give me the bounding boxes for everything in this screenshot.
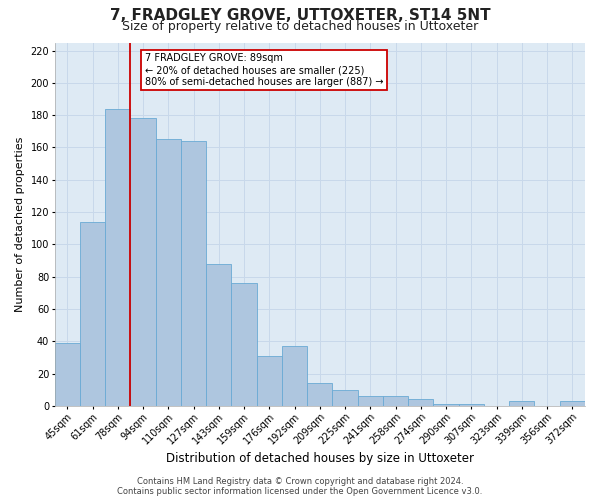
Bar <box>282 346 307 406</box>
Text: 7 FRADGLEY GROVE: 89sqm
← 20% of detached houses are smaller (225)
80% of semi-d: 7 FRADGLEY GROVE: 89sqm ← 20% of detache… <box>145 54 383 86</box>
Bar <box>130 118 156 406</box>
Bar <box>459 404 484 406</box>
Bar <box>156 140 181 406</box>
Bar <box>257 356 282 406</box>
Text: Contains HM Land Registry data © Crown copyright and database right 2024.
Contai: Contains HM Land Registry data © Crown c… <box>118 476 482 496</box>
Bar <box>433 404 459 406</box>
Bar <box>206 264 232 406</box>
Bar <box>358 396 383 406</box>
Bar <box>80 222 105 406</box>
Bar <box>408 400 433 406</box>
X-axis label: Distribution of detached houses by size in Uttoxeter: Distribution of detached houses by size … <box>166 452 474 465</box>
Bar <box>332 390 358 406</box>
Bar <box>181 141 206 406</box>
Bar <box>560 401 585 406</box>
Bar <box>509 401 535 406</box>
Text: Size of property relative to detached houses in Uttoxeter: Size of property relative to detached ho… <box>122 20 478 33</box>
Bar <box>105 108 130 406</box>
Text: 7, FRADGLEY GROVE, UTTOXETER, ST14 5NT: 7, FRADGLEY GROVE, UTTOXETER, ST14 5NT <box>110 8 490 22</box>
Y-axis label: Number of detached properties: Number of detached properties <box>15 136 25 312</box>
Bar <box>232 283 257 406</box>
Bar <box>383 396 408 406</box>
Bar <box>55 343 80 406</box>
Bar <box>307 384 332 406</box>
